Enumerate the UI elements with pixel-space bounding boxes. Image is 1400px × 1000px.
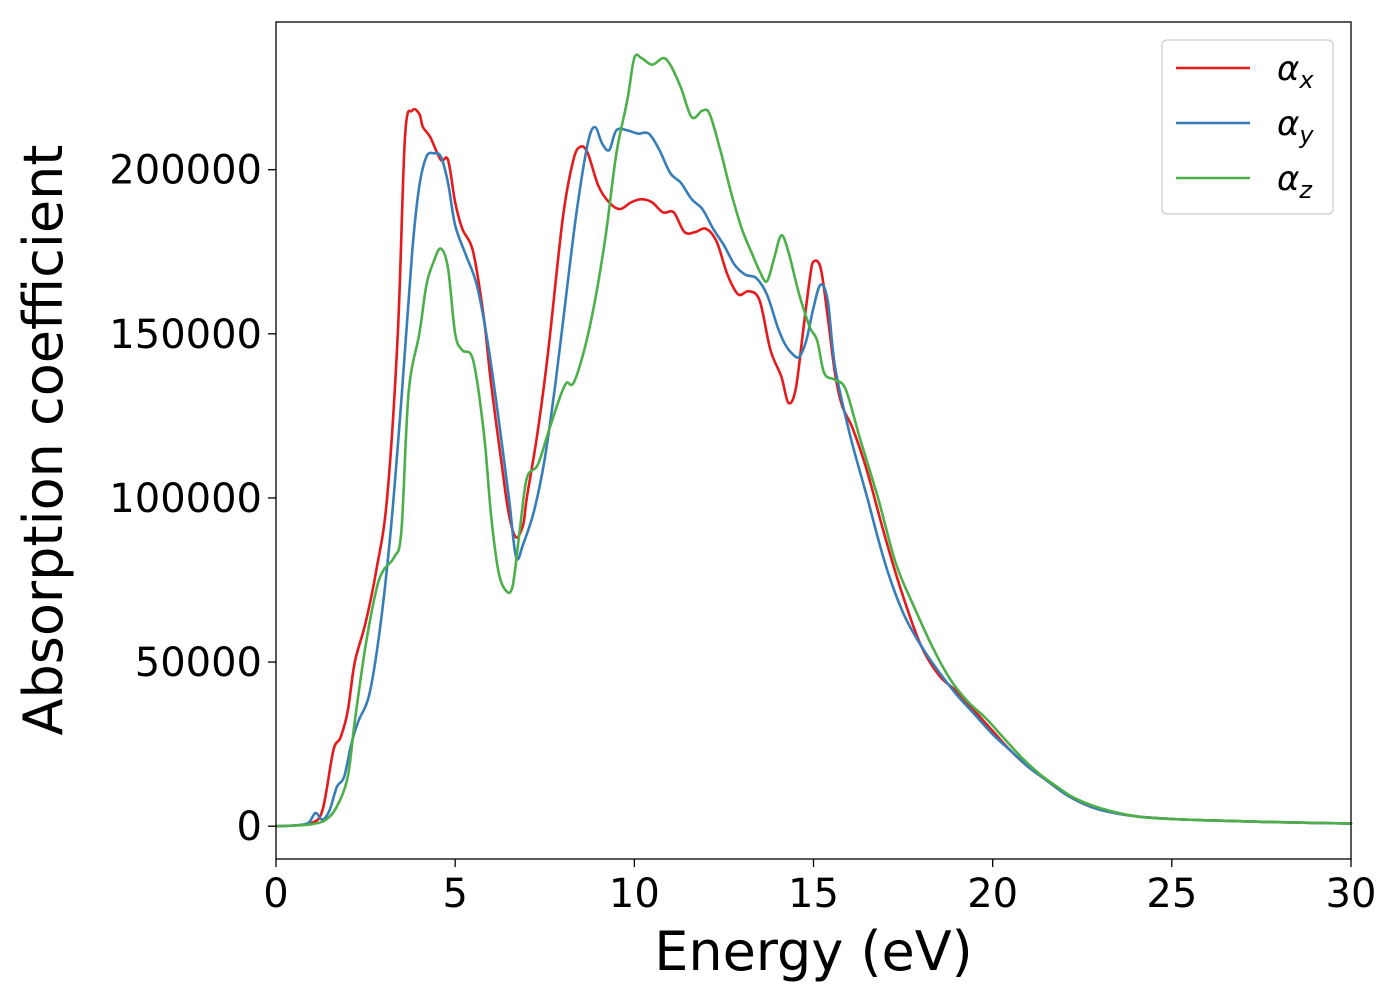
x-tick-label: 10 bbox=[609, 871, 660, 917]
y-tick-label: 150000 bbox=[109, 312, 262, 358]
series-line-z bbox=[274, 53, 1353, 828]
legend: αx αy αz bbox=[1161, 39, 1334, 215]
x-tick-label: 20 bbox=[967, 871, 1018, 917]
y-tick-label: 50000 bbox=[135, 640, 262, 686]
y-axis-ticks: 0 50000 100000 150000 200000 bbox=[109, 148, 276, 850]
y-tick-label: 200000 bbox=[109, 148, 262, 194]
x-tick-label: 5 bbox=[442, 871, 467, 917]
x-tick-label: 25 bbox=[1146, 871, 1197, 917]
legend-label-y: αy bbox=[1277, 104, 1314, 149]
y-tick-label: 0 bbox=[237, 804, 262, 850]
x-axis-ticks: 0 5 10 15 20 25 30 bbox=[263, 859, 1376, 917]
x-axis-label: Energy (eV) bbox=[654, 920, 973, 983]
legend-label-x: αx bbox=[1277, 49, 1314, 94]
legend-label-z: αz bbox=[1277, 159, 1313, 204]
series-lines bbox=[274, 53, 1353, 828]
series-line-y bbox=[274, 125, 1353, 828]
x-tick-label: 0 bbox=[263, 871, 288, 917]
x-tick-label: 15 bbox=[788, 871, 839, 917]
legend-box bbox=[1161, 39, 1334, 215]
y-tick-label: 100000 bbox=[109, 476, 262, 522]
series-line-x bbox=[274, 107, 1353, 828]
x-tick-label: 30 bbox=[1326, 871, 1377, 917]
y-axis-label: Absorption coefficient bbox=[12, 145, 75, 736]
